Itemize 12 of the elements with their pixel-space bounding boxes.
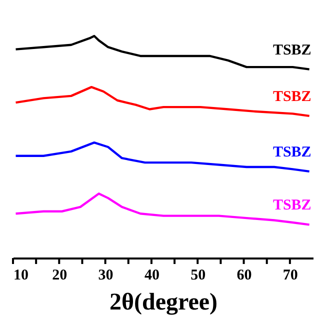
series-label: TSBZ <box>272 42 312 58</box>
x-tick-label: 30 <box>98 268 114 284</box>
x-tick-label: 20 <box>52 268 68 284</box>
x-axis-title: 2θ(degree) <box>109 290 218 316</box>
series-label: TSBZ <box>272 88 312 105</box>
x-tick-label: 60 <box>236 268 252 284</box>
x-tick-label: 10 <box>14 268 28 284</box>
x-tick-label: 50 <box>190 268 206 284</box>
series-label: TSBZ <box>272 198 312 214</box>
x-tick-label: 70 <box>282 268 298 284</box>
x-tick-label: 40 <box>144 268 160 284</box>
series-label: TSBZ <box>272 144 312 160</box>
